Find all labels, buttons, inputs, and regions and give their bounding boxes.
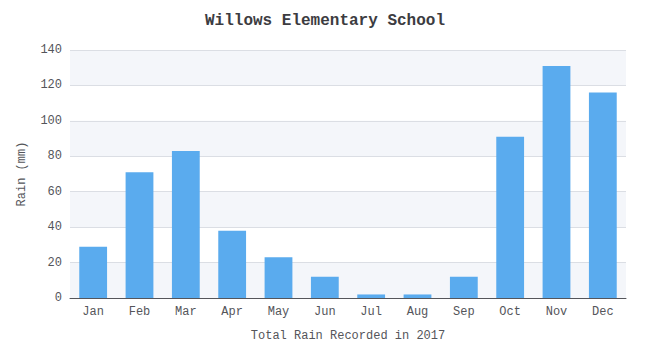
svg-text:Mar: Mar (175, 305, 197, 319)
svg-text:60: 60 (48, 185, 62, 199)
svg-text:Apr: Apr (221, 305, 243, 319)
svg-text:40: 40 (48, 220, 62, 234)
svg-text:100: 100 (40, 114, 62, 128)
svg-text:Total Rain Recorded in 2017: Total Rain Recorded in 2017 (251, 329, 445, 343)
svg-text:Jul: Jul (360, 305, 382, 319)
svg-text:Feb: Feb (129, 305, 151, 319)
svg-text:20: 20 (48, 256, 62, 270)
svg-text:Rain (mm): Rain (mm) (15, 142, 29, 207)
svg-text:80: 80 (48, 149, 62, 163)
svg-text:Oct: Oct (499, 305, 521, 319)
svg-text:Dec: Dec (592, 305, 614, 319)
svg-text:Sep: Sep (453, 305, 475, 319)
svg-text:Jun: Jun (314, 305, 336, 319)
svg-text:May: May (268, 305, 290, 319)
svg-text:140: 140 (40, 43, 62, 57)
svg-text:120: 120 (40, 78, 62, 92)
svg-text:Willows Elementary School: Willows Elementary School (205, 12, 445, 30)
svg-text:0: 0 (55, 291, 62, 305)
svg-text:Jan: Jan (82, 305, 104, 319)
svg-text:Nov: Nov (546, 305, 568, 319)
svg-text:Aug: Aug (407, 305, 429, 319)
